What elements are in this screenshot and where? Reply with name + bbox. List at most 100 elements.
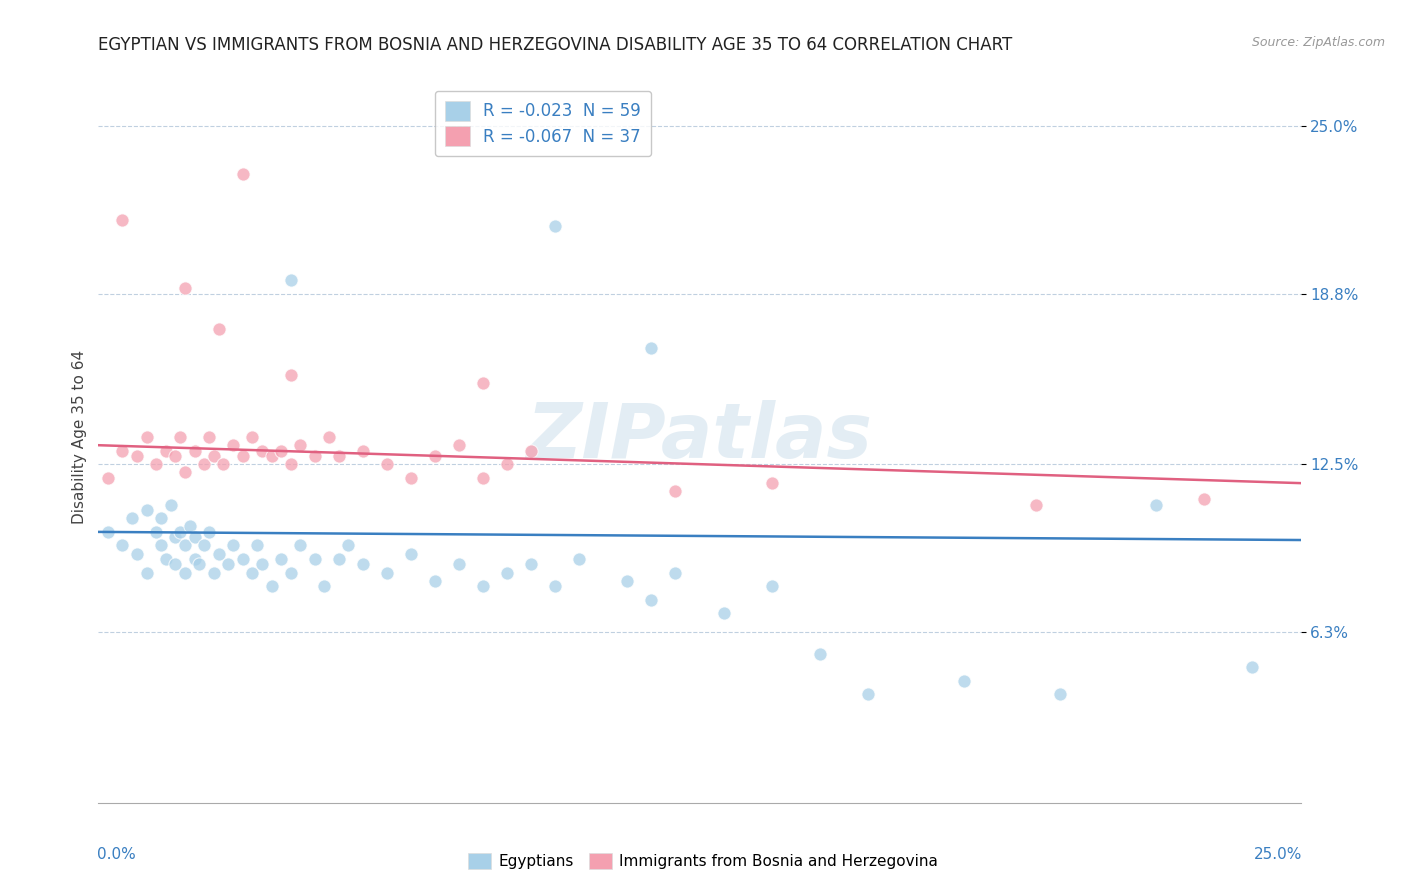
- Point: [222, 538, 245, 552]
- Point: [240, 566, 263, 580]
- Point: [165, 530, 187, 544]
- Point: [520, 558, 543, 572]
- Point: [496, 457, 519, 471]
- Point: [304, 552, 326, 566]
- Point: [155, 552, 177, 566]
- Text: Source: ZipAtlas.com: Source: ZipAtlas.com: [1251, 36, 1385, 49]
- Point: [174, 465, 197, 479]
- Point: [183, 530, 205, 544]
- Point: [169, 430, 191, 444]
- Point: [232, 449, 254, 463]
- Point: [472, 471, 495, 485]
- Point: [250, 443, 273, 458]
- Point: [198, 430, 221, 444]
- Point: [304, 449, 326, 463]
- Point: [97, 524, 120, 539]
- Point: [270, 552, 292, 566]
- Point: [179, 519, 201, 533]
- Point: [188, 558, 211, 572]
- Point: [183, 443, 205, 458]
- Point: [222, 438, 245, 452]
- Point: [159, 498, 181, 512]
- Point: [246, 538, 269, 552]
- Point: [145, 524, 167, 539]
- Point: [232, 167, 254, 181]
- Point: [352, 443, 374, 458]
- Point: [352, 558, 374, 572]
- Point: [155, 443, 177, 458]
- Point: [664, 484, 686, 499]
- Point: [640, 341, 662, 355]
- Point: [125, 547, 148, 561]
- Point: [856, 688, 879, 702]
- Point: [808, 647, 831, 661]
- Point: [472, 376, 495, 390]
- Point: [202, 566, 225, 580]
- Point: [447, 438, 470, 452]
- Point: [520, 443, 543, 458]
- Point: [761, 476, 783, 491]
- Point: [713, 606, 735, 620]
- Point: [111, 538, 134, 552]
- Point: [290, 438, 312, 452]
- Point: [1241, 660, 1264, 674]
- Point: [202, 449, 225, 463]
- Point: [149, 511, 172, 525]
- Point: [761, 579, 783, 593]
- Point: [169, 524, 191, 539]
- Point: [280, 368, 302, 382]
- Point: [217, 558, 239, 572]
- Point: [399, 547, 422, 561]
- Point: [260, 449, 283, 463]
- Point: [568, 552, 591, 566]
- Point: [1194, 492, 1216, 507]
- Point: [250, 558, 273, 572]
- Point: [125, 449, 148, 463]
- Point: [145, 457, 167, 471]
- Text: 0.0%: 0.0%: [97, 847, 136, 862]
- Y-axis label: Disability Age 35 to 64: Disability Age 35 to 64: [72, 350, 87, 524]
- Point: [212, 457, 235, 471]
- Point: [174, 566, 197, 580]
- Point: [472, 579, 495, 593]
- Point: [193, 538, 215, 552]
- Legend: Egyptians, Immigrants from Bosnia and Herzegovina: Egyptians, Immigrants from Bosnia and He…: [461, 847, 945, 875]
- Point: [193, 457, 215, 471]
- Point: [149, 538, 172, 552]
- Point: [337, 538, 360, 552]
- Text: 25.0%: 25.0%: [1253, 847, 1302, 862]
- Point: [198, 524, 221, 539]
- Point: [183, 552, 205, 566]
- Text: ZIPatlas: ZIPatlas: [526, 401, 873, 474]
- Point: [1025, 498, 1047, 512]
- Point: [280, 457, 302, 471]
- Point: [165, 558, 187, 572]
- Point: [240, 430, 263, 444]
- Point: [375, 457, 398, 471]
- Point: [953, 673, 976, 688]
- Point: [174, 538, 197, 552]
- Point: [97, 471, 120, 485]
- Point: [423, 574, 446, 588]
- Point: [111, 443, 134, 458]
- Point: [270, 443, 292, 458]
- Text: EGYPTIAN VS IMMIGRANTS FROM BOSNIA AND HERZEGOVINA DISABILITY AGE 35 TO 64 CORRE: EGYPTIAN VS IMMIGRANTS FROM BOSNIA AND H…: [98, 36, 1012, 54]
- Point: [280, 566, 302, 580]
- Point: [260, 579, 283, 593]
- Point: [232, 552, 254, 566]
- Point: [135, 503, 157, 517]
- Point: [399, 471, 422, 485]
- Point: [328, 552, 350, 566]
- Point: [664, 566, 686, 580]
- Point: [208, 322, 231, 336]
- Point: [135, 566, 157, 580]
- Point: [1049, 688, 1071, 702]
- Point: [447, 558, 470, 572]
- Point: [318, 430, 340, 444]
- Point: [208, 547, 231, 561]
- Point: [314, 579, 336, 593]
- Point: [174, 281, 197, 295]
- Point: [1144, 498, 1167, 512]
- Point: [496, 566, 519, 580]
- Point: [290, 538, 312, 552]
